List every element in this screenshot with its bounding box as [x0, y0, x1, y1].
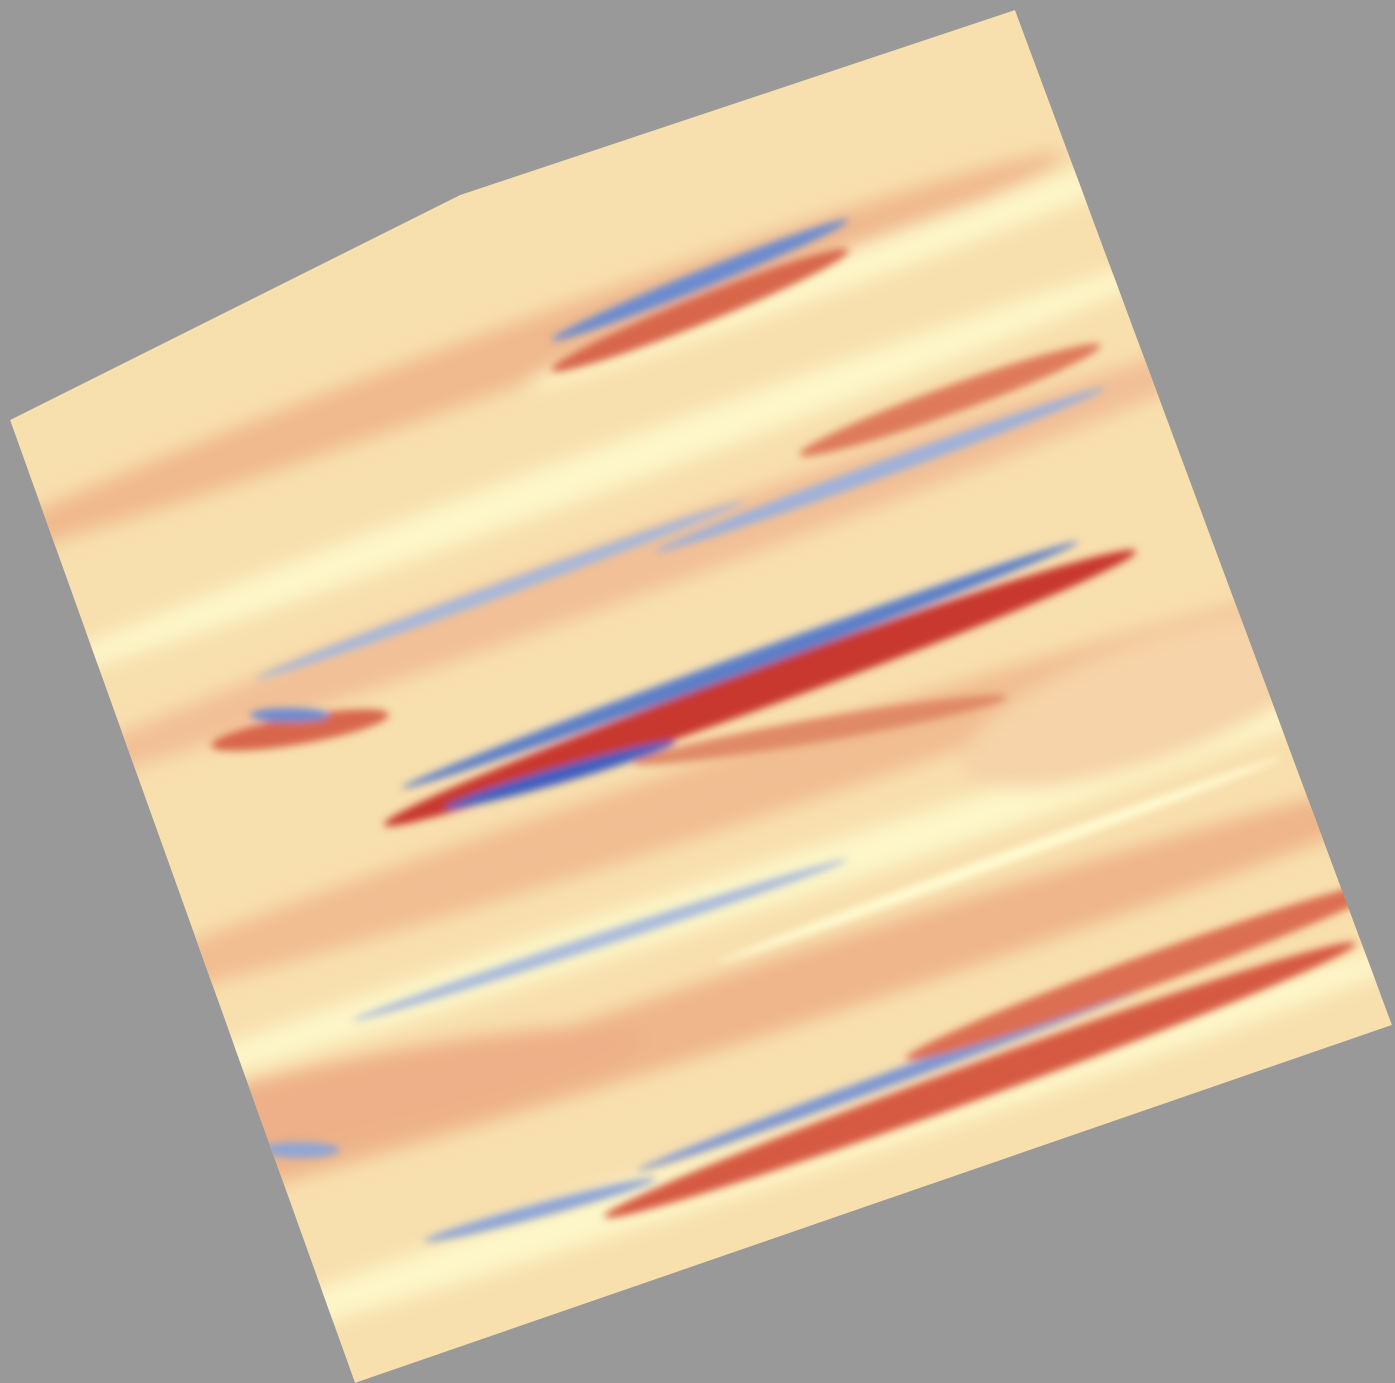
sharp-streaks	[211, 219, 1392, 1242]
